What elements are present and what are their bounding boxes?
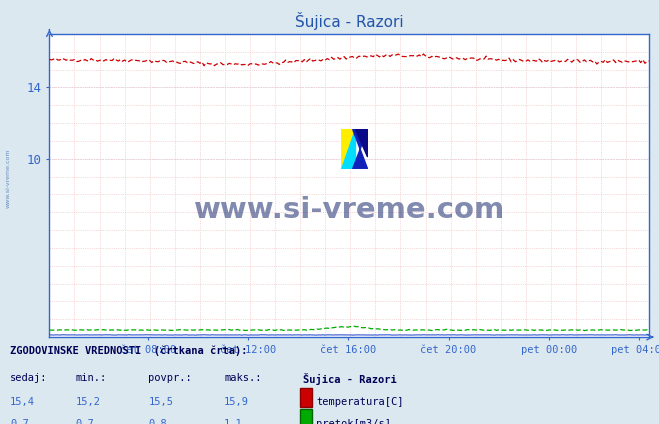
Text: ZGODOVINSKE VREDNOSTI  (črtkana črta):: ZGODOVINSKE VREDNOSTI (črtkana črta): — [10, 346, 247, 357]
Text: povpr.:: povpr.: — [148, 373, 192, 383]
Polygon shape — [353, 129, 368, 169]
Text: sedaj:: sedaj: — [10, 373, 47, 383]
Text: 15,2: 15,2 — [76, 397, 101, 407]
Text: 15,9: 15,9 — [224, 397, 249, 407]
Title: Šujica - Razori: Šujica - Razori — [295, 12, 403, 30]
Text: min.:: min.: — [76, 373, 107, 383]
Text: 0,7: 0,7 — [76, 419, 94, 424]
Text: 15,5: 15,5 — [148, 397, 173, 407]
Text: pretok[m3/s]: pretok[m3/s] — [316, 419, 391, 424]
Text: 15,4: 15,4 — [10, 397, 35, 407]
Text: 1,1: 1,1 — [224, 419, 243, 424]
Text: www.si-vreme.com: www.si-vreme.com — [194, 196, 505, 224]
Polygon shape — [341, 129, 355, 169]
Polygon shape — [341, 129, 355, 169]
Bar — [300, 388, 312, 407]
Bar — [300, 409, 312, 424]
Text: 0,7: 0,7 — [10, 419, 28, 424]
Polygon shape — [355, 129, 368, 157]
Text: maks.:: maks.: — [224, 373, 262, 383]
Text: Šujica - Razori: Šujica - Razori — [303, 373, 397, 385]
Text: www.si-vreme.com: www.si-vreme.com — [5, 148, 11, 208]
Text: 0,8: 0,8 — [148, 419, 167, 424]
Text: temperatura[C]: temperatura[C] — [316, 397, 404, 407]
